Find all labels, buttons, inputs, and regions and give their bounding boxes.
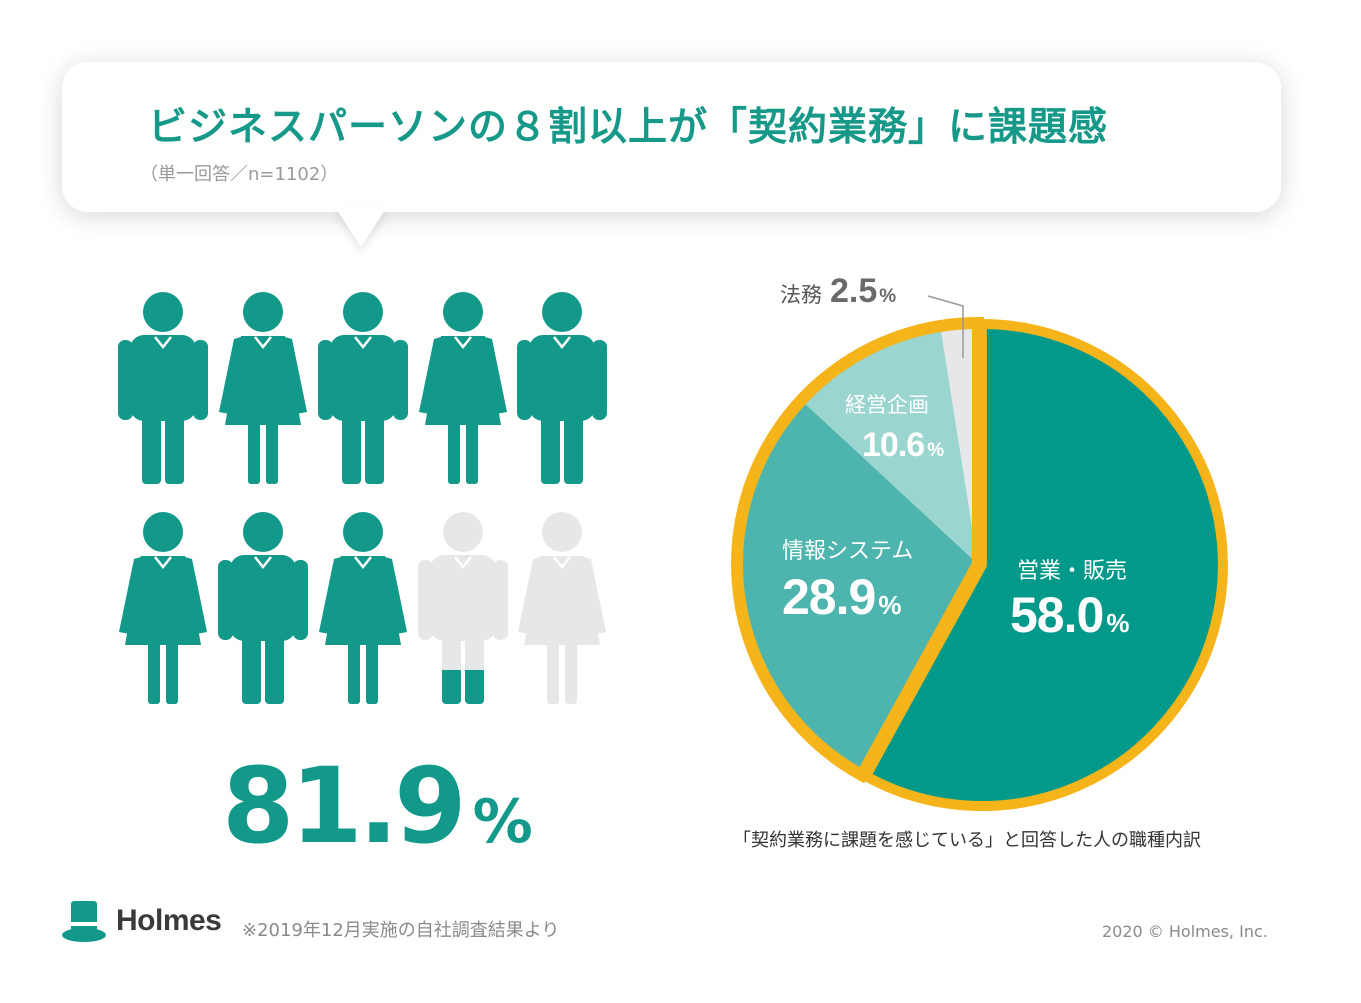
slice-label-1: 情報システム — [782, 538, 913, 563]
slice-value-2: 10.6% — [862, 426, 944, 464]
headline-percent: 81.9% — [222, 745, 533, 867]
survey-subtitle: （単一回答／n=1102） — [140, 164, 339, 185]
person-woman-icon — [119, 512, 207, 704]
holmes-logo: Holmes — [60, 897, 222, 945]
page-title: ビジネスパーソンの８割以上が「契約業務」に課題感 — [148, 105, 1109, 150]
slice-value-1: 28.9% — [782, 569, 901, 625]
slice-value-0: 58.0% — [1010, 587, 1129, 643]
person-woman-icon — [219, 292, 307, 484]
logo-name: Holmes — [116, 904, 222, 937]
headline-percent-unit: % — [472, 787, 533, 857]
person-man-icon — [517, 292, 607, 484]
survey-footnote: ※2019年12月実施の自社調査結果より — [242, 920, 560, 941]
pie-slice-3 — [940, 323, 978, 564]
headline-percent-value: 81.9 — [222, 745, 467, 867]
copyright: 2020 © Holmes, Inc. — [1102, 922, 1268, 941]
person-man-icon — [318, 292, 408, 484]
pie-outline — [731, 316, 984, 784]
pie-caption: 「契約業務に課題を感じている」と回答した人の職種内訳 — [733, 830, 1201, 851]
person-woman-icon — [419, 292, 507, 484]
person-woman-icon — [319, 512, 407, 704]
person-man-icon — [218, 512, 308, 704]
slice-label-0: 営業・販売 — [1017, 558, 1127, 583]
slice-label-2: 経営企画 — [845, 394, 929, 417]
top-hat-icon — [62, 901, 106, 942]
pie-slice-2 — [801, 325, 978, 564]
title-bubble — [62, 62, 1281, 212]
pie-slice-1 — [737, 400, 978, 776]
pie-slice-0 — [858, 318, 1228, 811]
slice-label-3: 法務 2.5% — [780, 272, 896, 310]
person-man-icon — [118, 292, 208, 484]
person-woman-icon — [518, 512, 606, 704]
bubble-tail — [335, 207, 387, 247]
person-man-icon — [418, 512, 508, 704]
leader-line — [927, 295, 964, 358]
